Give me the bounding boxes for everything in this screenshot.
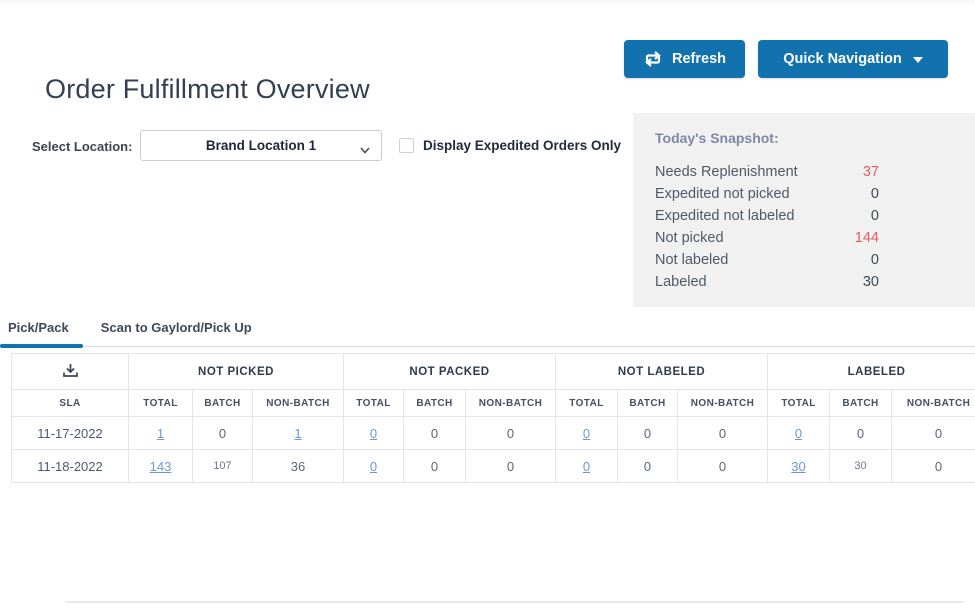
column-header-non-batch: NON-BATCH — [252, 389, 344, 417]
not-labeled-total-cell: 0 — [555, 416, 618, 450]
export-header-cell — [11, 353, 129, 390]
snapshot-label: Labeled — [655, 274, 707, 290]
not-labeled-total-link[interactable]: 0 — [582, 458, 591, 474]
snapshot-title: Today's Snapshot: — [655, 130, 779, 146]
quick-navigation-button[interactable]: Quick Navigation — [758, 40, 948, 78]
top-edge-strip — [0, 0, 975, 4]
column-header-sla: SLA — [11, 389, 129, 417]
sub-header-row: SLA TOTAL BATCH NON-BATCH TOTAL BATCH NO… — [11, 389, 975, 417]
not-picked-total-link[interactable]: 1 — [156, 425, 165, 441]
column-header-non-batch: NON-BATCH — [676, 389, 769, 417]
tab-pick-pack[interactable]: Pick/Pack — [0, 320, 83, 348]
not-labeled-non-batch-cell: 0 — [676, 449, 769, 483]
labeled-total-cell: 0 — [767, 416, 831, 450]
expedited-checkbox-label: Display Expedited Orders Only — [423, 138, 622, 153]
labeled-total-link[interactable]: 30 — [791, 458, 806, 474]
not-packed-total-cell: 0 — [343, 416, 404, 450]
snapshot-label: Expedited not labeled — [655, 208, 795, 224]
group-header-not-picked: NOT PICKED — [128, 353, 344, 390]
not-packed-batch-cell: 0 — [403, 416, 466, 450]
column-header-batch: BATCH — [829, 389, 893, 417]
snapshot-row-labeled: Labeled 30 — [655, 271, 879, 293]
group-header-not-labeled: NOT LABELED — [554, 353, 769, 390]
location-select-value: Brand Location 1 — [205, 138, 317, 153]
sla-date: 11-18-2022 — [11, 449, 129, 483]
select-location-label: Select Location: — [32, 139, 133, 154]
column-header-total: TOTAL — [555, 389, 618, 417]
not-picked-non-batch-link[interactable]: 1 — [294, 425, 302, 441]
location-select[interactable]: Brand Location 1 — [140, 130, 382, 161]
not-picked-batch-cell: 0 — [192, 416, 253, 450]
labeled-non-batch-cell: 0 — [891, 416, 975, 450]
labeled-batch-cell: 0 — [829, 416, 893, 450]
group-header-not-packed: NOT PACKED — [343, 353, 556, 390]
not-picked-total-cell: 143 — [128, 449, 193, 483]
snapshot-row-expedited-not-picked: Expedited not picked 0 — [655, 183, 879, 205]
page-title: Order Fulfillment Overview — [45, 74, 370, 104]
labeled-non-batch-cell: 0 — [891, 449, 975, 483]
not-labeled-batch-cell: 0 — [617, 416, 678, 450]
not-packed-total-link[interactable]: 0 — [369, 425, 378, 441]
refresh-icon — [643, 51, 663, 67]
not-packed-non-batch-cell: 0 — [465, 416, 556, 450]
labeled-total-cell: 30 — [767, 449, 831, 483]
column-header-total: TOTAL — [128, 389, 193, 417]
refresh-button[interactable]: Refresh — [624, 40, 745, 78]
tab-scan-to-gaylord-pick-up[interactable]: Scan to Gaylord/Pick Up — [100, 320, 252, 335]
download-icon[interactable] — [61, 362, 80, 379]
chevron-down-icon — [912, 57, 923, 63]
quick-navigation-label: Quick Navigation — [783, 51, 902, 67]
snapshot-value: 0 — [870, 186, 879, 202]
todays-snapshot-panel: Today's Snapshot: Needs Replenishment 37… — [633, 113, 975, 307]
snapshot-row-needs-replenishment: Needs Replenishment 37 — [655, 161, 879, 183]
snapshot-label: Expedited not picked — [655, 186, 790, 202]
column-header-non-batch: NON-BATCH — [891, 389, 975, 417]
not-labeled-total-link[interactable]: 0 — [582, 425, 591, 441]
column-header-batch: BATCH — [617, 389, 678, 417]
not-packed-total-cell: 0 — [343, 449, 404, 483]
column-header-batch: BATCH — [403, 389, 466, 417]
snapshot-label: Needs Replenishment — [655, 164, 798, 180]
group-header-row: NOT PICKED NOT PACKED NOT LABELED LABELE… — [11, 353, 975, 390]
toolbar: Refresh Quick Navigation — [624, 40, 948, 78]
column-header-total: TOTAL — [343, 389, 404, 417]
horizontal-scrollbar[interactable] — [65, 601, 965, 603]
not-picked-non-batch-cell: 36 — [252, 449, 344, 483]
snapshot-label: Not picked — [655, 230, 724, 246]
table-row: 11-18-2022 143 107 36 0 0 0 0 0 0 30 30 … — [11, 449, 975, 483]
table-row: 11-17-2022 1 0 1 0 0 0 0 0 0 0 0 0 — [11, 416, 975, 450]
not-packed-non-batch-cell: 0 — [465, 449, 556, 483]
snapshot-value: 0 — [870, 252, 879, 268]
snapshot-value: 144 — [854, 230, 879, 246]
not-labeled-non-batch-cell: 0 — [676, 416, 769, 450]
snapshot-row-not-picked: Not picked 144 — [655, 227, 879, 249]
order-fulfillment-table: NOT PICKED NOT PACKED NOT LABELED LABELE… — [11, 353, 975, 485]
not-picked-batch-cell: 107 — [192, 449, 253, 483]
group-header-labeled: LABELED — [767, 353, 975, 390]
snapshot-value: 30 — [862, 274, 879, 290]
column-header-total: TOTAL — [767, 389, 831, 417]
snapshot-value: 37 — [862, 164, 879, 180]
not-packed-total-link[interactable]: 0 — [369, 458, 378, 474]
not-picked-non-batch-cell: 1 — [252, 416, 344, 450]
labeled-batch-cell: 30 — [829, 449, 893, 483]
not-labeled-batch-cell: 0 — [617, 449, 678, 483]
not-picked-total-cell: 1 — [128, 416, 193, 450]
snapshot-label: Not labeled — [655, 252, 729, 268]
refresh-button-label: Refresh — [672, 51, 726, 67]
select-chevron-icon — [360, 142, 370, 157]
snapshot-row-not-labeled: Not labeled 0 — [655, 249, 879, 271]
not-packed-batch-cell: 0 — [403, 449, 466, 483]
snapshot-row-expedited-not-labeled: Expedited not labeled 0 — [655, 205, 879, 227]
not-picked-total-link[interactable]: 143 — [149, 458, 172, 474]
expedited-checkbox[interactable] — [399, 138, 414, 153]
labeled-total-link[interactable]: 0 — [794, 425, 803, 441]
column-header-non-batch: NON-BATCH — [465, 389, 556, 417]
column-header-batch: BATCH — [192, 389, 253, 417]
tab-bar: Pick/Pack Scan to Gaylord/Pick Up — [0, 312, 975, 348]
not-labeled-total-cell: 0 — [555, 449, 618, 483]
sla-date: 11-17-2022 — [11, 416, 129, 450]
snapshot-value: 0 — [870, 208, 879, 224]
